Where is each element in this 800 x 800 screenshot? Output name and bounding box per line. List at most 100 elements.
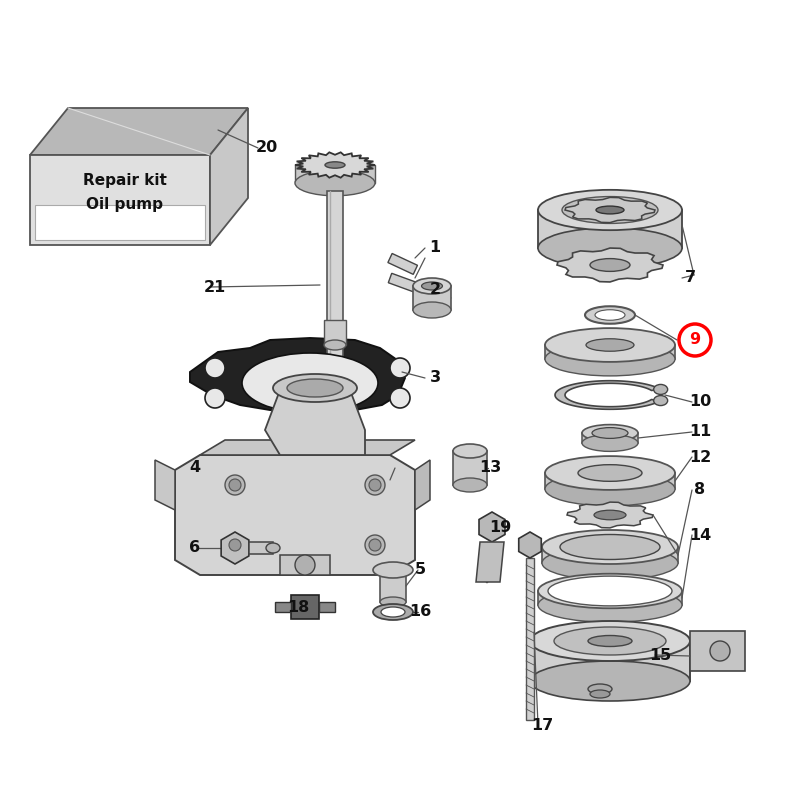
Ellipse shape [590,258,630,271]
Ellipse shape [586,338,634,351]
Polygon shape [200,440,415,455]
Ellipse shape [654,395,668,406]
Ellipse shape [242,353,378,413]
Ellipse shape [413,278,451,294]
Polygon shape [526,558,534,720]
Circle shape [229,479,241,491]
Polygon shape [221,532,249,564]
Circle shape [390,358,410,378]
Ellipse shape [422,282,442,290]
Ellipse shape [413,302,451,318]
Polygon shape [530,641,690,681]
Text: Oil pump: Oil pump [86,198,163,213]
Polygon shape [582,433,638,443]
Polygon shape [275,602,291,612]
Circle shape [365,535,385,555]
Polygon shape [210,108,248,245]
Ellipse shape [538,588,682,622]
Ellipse shape [287,379,343,397]
Text: 4: 4 [190,461,201,475]
Ellipse shape [542,546,678,580]
Text: 1: 1 [430,241,441,255]
Ellipse shape [588,684,612,694]
Text: 21: 21 [204,279,226,294]
Polygon shape [518,532,542,558]
Circle shape [225,475,245,495]
Ellipse shape [578,465,642,482]
Polygon shape [538,591,682,605]
Polygon shape [413,286,451,310]
Circle shape [205,388,225,408]
Polygon shape [690,631,745,671]
Ellipse shape [582,434,638,451]
Ellipse shape [545,456,675,490]
Ellipse shape [582,425,638,442]
Text: 14: 14 [689,527,711,542]
Text: 13: 13 [479,461,501,475]
Polygon shape [538,210,682,248]
Polygon shape [324,320,346,345]
Circle shape [295,555,315,575]
Ellipse shape [588,635,632,646]
Ellipse shape [266,543,280,553]
Polygon shape [565,198,655,222]
Text: 2: 2 [430,282,441,298]
Polygon shape [542,547,678,563]
Polygon shape [545,473,675,489]
Ellipse shape [373,604,413,620]
Ellipse shape [596,206,624,214]
Polygon shape [476,542,504,582]
Ellipse shape [530,661,690,701]
Polygon shape [280,555,330,575]
Text: 12: 12 [689,450,711,465]
Ellipse shape [295,170,375,196]
Ellipse shape [530,621,690,661]
Ellipse shape [538,228,682,268]
Ellipse shape [595,310,625,320]
Ellipse shape [380,597,406,607]
Text: 5: 5 [414,562,426,578]
Ellipse shape [545,472,675,506]
Ellipse shape [453,444,487,458]
Text: 8: 8 [694,482,706,498]
Polygon shape [557,248,663,282]
Ellipse shape [554,627,666,655]
Ellipse shape [325,162,345,168]
Polygon shape [190,338,405,412]
Ellipse shape [560,534,660,559]
Ellipse shape [381,607,405,617]
Polygon shape [380,570,406,602]
Polygon shape [479,512,505,542]
Polygon shape [388,254,418,274]
Ellipse shape [592,427,628,438]
Ellipse shape [654,385,668,394]
Ellipse shape [585,306,635,324]
Ellipse shape [590,690,610,698]
Ellipse shape [538,574,682,608]
Polygon shape [567,502,653,528]
Polygon shape [327,191,343,390]
Polygon shape [415,460,430,510]
Polygon shape [175,455,415,575]
Text: 7: 7 [685,270,695,286]
Polygon shape [265,390,365,455]
Ellipse shape [542,530,678,564]
Ellipse shape [453,478,487,492]
Polygon shape [453,451,487,485]
Text: 10: 10 [689,394,711,410]
Text: 9: 9 [690,333,701,347]
Circle shape [225,535,245,555]
Ellipse shape [548,576,672,606]
Text: 18: 18 [287,599,309,614]
Text: 15: 15 [649,647,671,662]
Ellipse shape [562,197,658,223]
Polygon shape [295,165,375,183]
Ellipse shape [324,340,346,350]
Ellipse shape [545,328,675,362]
Polygon shape [35,205,205,240]
Circle shape [205,358,225,378]
Polygon shape [30,155,210,245]
Polygon shape [30,108,248,155]
Polygon shape [295,152,375,178]
Text: 20: 20 [256,141,278,155]
